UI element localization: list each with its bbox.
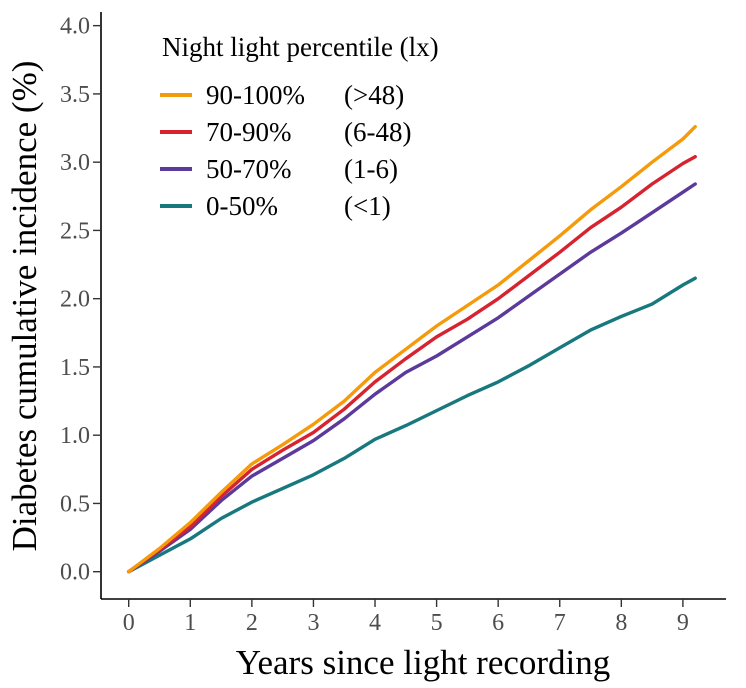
x-tick-label: 4 [369, 610, 381, 636]
legend-label-range: (<1) [344, 191, 391, 221]
y-tick-label: 1.5 [60, 355, 90, 381]
y-tick-label: 2.0 [60, 287, 90, 313]
x-tick-label: 5 [431, 610, 443, 636]
x-tick-label: 3 [307, 610, 319, 636]
x-tick-label: 1 [184, 610, 196, 636]
x-tick-label: 6 [492, 610, 504, 636]
series-line-0-50pct [126, 276, 697, 574]
y-tick-label: 0.5 [60, 491, 90, 517]
series-lines-group [126, 124, 697, 574]
legend-title: Night light percentile (lx) [162, 32, 439, 62]
y-tick-label: 2.5 [60, 218, 90, 244]
legend-label-name: 50-70% [206, 154, 291, 184]
legend-label-range: (1-6) [344, 154, 398, 184]
legend-label-range: (>48) [344, 80, 404, 110]
ticks-group: 0 1 2 3 4 5 6 7 8 9 0.0 0.5 1.0 1.5 2.0 2.5 3.0 3.5 4.0 [60, 14, 689, 636]
y-tick-label: 3.5 [60, 82, 90, 108]
legend: Night light percentile (lx) 90-100% (>48) 7… [160, 32, 439, 221]
y-tick-label: 4.0 [60, 14, 90, 40]
y-tick-label: 1.0 [60, 423, 90, 449]
y-tick-label: 0.0 [60, 560, 90, 586]
x-tick-label: 0 [123, 610, 135, 636]
x-tick-label: 8 [615, 610, 627, 636]
y-tick-label: 3.0 [60, 150, 90, 176]
y-axis-title: Diabetes cumulative incidence (%) [5, 61, 44, 552]
series-line-50-70pct [126, 182, 697, 574]
legend-label-name: 90-100% [206, 80, 305, 110]
series-line-90-100pct [126, 124, 697, 574]
x-tick-label: 2 [246, 610, 258, 636]
legend-label-range: (6-48) [344, 117, 411, 147]
legend-label-name: 0-50% [206, 191, 278, 221]
x-tick-label: 9 [677, 610, 689, 636]
x-tick-label: 7 [554, 610, 566, 636]
x-axis-title: Years since light recording [236, 643, 611, 682]
series-line-70-90pct [126, 154, 697, 574]
legend-label-name: 70-90% [206, 117, 291, 147]
